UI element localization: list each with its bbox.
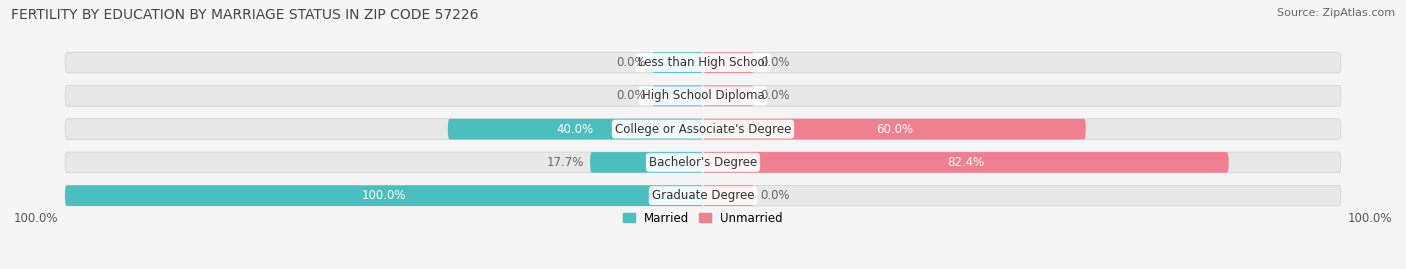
- Text: Graduate Degree: Graduate Degree: [652, 189, 754, 202]
- Text: 60.0%: 60.0%: [876, 123, 912, 136]
- Text: College or Associate's Degree: College or Associate's Degree: [614, 123, 792, 136]
- Text: 100.0%: 100.0%: [1347, 212, 1392, 225]
- FancyBboxPatch shape: [703, 152, 1229, 173]
- FancyBboxPatch shape: [703, 86, 754, 106]
- Text: High School Diploma: High School Diploma: [641, 89, 765, 102]
- FancyBboxPatch shape: [65, 152, 1341, 173]
- FancyBboxPatch shape: [703, 52, 754, 73]
- Text: 0.0%: 0.0%: [761, 89, 790, 102]
- Text: 82.4%: 82.4%: [948, 156, 984, 169]
- FancyBboxPatch shape: [652, 86, 703, 106]
- FancyBboxPatch shape: [65, 185, 1341, 206]
- FancyBboxPatch shape: [65, 185, 703, 206]
- FancyBboxPatch shape: [703, 185, 754, 206]
- Text: 0.0%: 0.0%: [616, 89, 645, 102]
- Text: 40.0%: 40.0%: [557, 123, 593, 136]
- Text: 17.7%: 17.7%: [547, 156, 583, 169]
- FancyBboxPatch shape: [65, 86, 1341, 106]
- FancyBboxPatch shape: [591, 152, 703, 173]
- Text: Bachelor's Degree: Bachelor's Degree: [650, 156, 756, 169]
- FancyBboxPatch shape: [449, 119, 703, 139]
- FancyBboxPatch shape: [65, 119, 1341, 139]
- FancyBboxPatch shape: [65, 52, 1341, 73]
- Text: Source: ZipAtlas.com: Source: ZipAtlas.com: [1277, 8, 1395, 18]
- Text: FERTILITY BY EDUCATION BY MARRIAGE STATUS IN ZIP CODE 57226: FERTILITY BY EDUCATION BY MARRIAGE STATU…: [11, 8, 479, 22]
- Text: 100.0%: 100.0%: [361, 189, 406, 202]
- Text: 0.0%: 0.0%: [761, 189, 790, 202]
- Text: 0.0%: 0.0%: [616, 56, 645, 69]
- Text: Less than High School: Less than High School: [638, 56, 768, 69]
- FancyBboxPatch shape: [703, 119, 1085, 139]
- Text: 100.0%: 100.0%: [14, 212, 59, 225]
- FancyBboxPatch shape: [652, 52, 703, 73]
- Legend: Married, Unmarried: Married, Unmarried: [619, 207, 787, 229]
- Text: 0.0%: 0.0%: [761, 56, 790, 69]
